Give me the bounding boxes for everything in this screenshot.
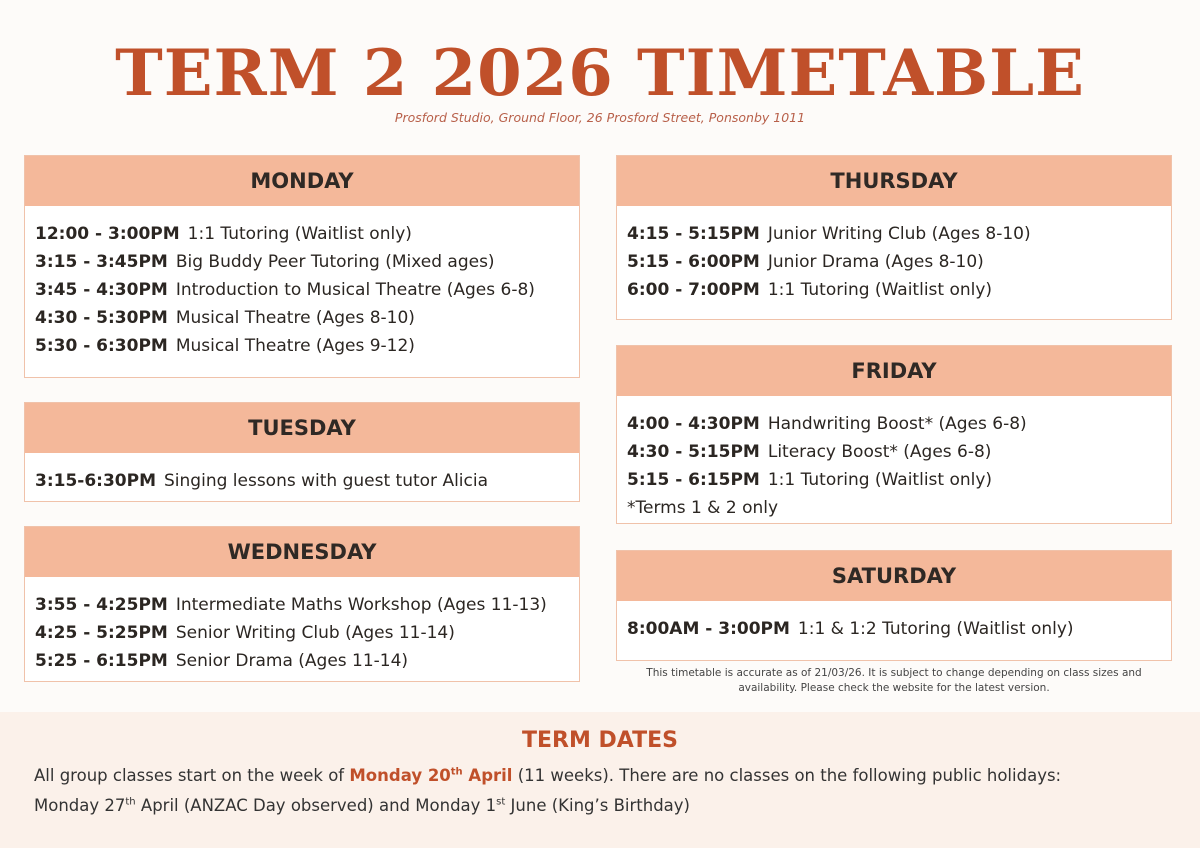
schedule-row: 3:15-6:30PM Singing lessons with guest tu… xyxy=(35,467,569,495)
term-dates-heading: TERM DATES xyxy=(522,728,678,753)
schedule-row: 12:00 - 3:00PM 1:1 Tutoring (Waitlist onl… xyxy=(35,220,569,248)
text: Monday 20 xyxy=(349,766,451,785)
class-time: 8:00AM - 3:00PM xyxy=(627,619,790,639)
day-schedule: 4:15 - 5:15PM Junior Writing Club (Ages 8… xyxy=(617,206,1171,316)
class-name: 1:1 Tutoring (Waitlist only) xyxy=(767,470,993,490)
class-time: 4:30 - 5:30PM xyxy=(35,308,168,328)
start-date: Monday 20th April xyxy=(349,766,512,785)
class-name: Big Buddy Peer Tutoring (Mixed ages) xyxy=(175,252,495,272)
day-header: FRIDAY xyxy=(617,346,1171,396)
class-name: Junior Writing Club (Ages 8-10) xyxy=(767,224,1031,244)
day-card-friday: FRIDAY 4:00 - 4:30PM Handwriting Boost* (A… xyxy=(616,345,1172,524)
schedule-row: 5:25 - 6:15PM Senior Drama (Ages 11-14) xyxy=(35,647,569,675)
class-name: Junior Drama (Ages 8-10) xyxy=(767,252,984,272)
text: Monday 27 xyxy=(34,796,126,815)
page-title: TERM 2 2026 TIMETABLE xyxy=(115,36,1085,111)
schedule-row: 4:00 - 4:30PM Handwriting Boost* (Ages 6-… xyxy=(627,410,1161,438)
schedule-row: 4:25 - 5:25PM Senior Writing Club (Ages 1… xyxy=(35,619,569,647)
class-time: 6:00 - 7:00PM xyxy=(627,280,760,300)
class-name: Introduction to Musical Theatre (Ages 6-… xyxy=(175,280,535,300)
schedule-row: 3:55 - 4:25PM Intermediate Maths Workshop… xyxy=(35,591,569,619)
schedule-row: 4:30 - 5:15PM Literacy Boost* (Ages 6-8) xyxy=(627,438,1161,466)
text: June (King’s Birthday) xyxy=(505,796,690,815)
class-time: 4:15 - 5:15PM xyxy=(627,224,760,244)
class-name: 1:1 Tutoring (Waitlist only) xyxy=(767,280,993,300)
text: st xyxy=(496,796,506,808)
day-card-tuesday: TUESDAY 3:15-6:30PM Singing lessons with g… xyxy=(24,402,580,502)
class-name: Handwriting Boost* (Ages 6-8) xyxy=(767,414,1027,434)
accuracy-note: This timetable is accurate as of 21/03/2… xyxy=(646,667,1142,694)
class-time: 4:00 - 4:30PM xyxy=(627,414,760,434)
day-schedule: 3:15-6:30PM Singing lessons with guest tu… xyxy=(25,453,579,507)
class-time: 4:25 - 5:25PM xyxy=(35,623,168,643)
day-schedule: 3:55 - 4:25PM Intermediate Maths Workshop… xyxy=(25,577,579,687)
schedule-row: 5:15 - 6:15PM 1:1 Tutoring (Waitlist only… xyxy=(627,466,1161,494)
class-time: 12:00 - 3:00PM xyxy=(35,224,180,244)
text: All group classes start on the week of xyxy=(34,766,350,785)
text: th xyxy=(450,766,463,778)
class-time: 5:25 - 6:15PM xyxy=(35,651,168,671)
schedule-row: 5:30 - 6:30PM Musical Theatre (Ages 9-12) xyxy=(35,332,569,360)
class-time: 3:45 - 4:30PM xyxy=(35,280,168,300)
schedule-row: 3:15 - 3:45PM Big Buddy Peer Tutoring (Mi… xyxy=(35,248,569,276)
class-name: Literacy Boost* (Ages 6-8) xyxy=(767,442,992,462)
class-name: Musical Theatre (Ages 9-12) xyxy=(175,336,415,356)
schedule-row: 4:30 - 5:30PM Musical Theatre (Ages 8-10) xyxy=(35,304,569,332)
address-subtitle: Prosford Studio, Ground Floor, 26 Prosfo… xyxy=(394,110,806,125)
footnote: *Terms 1 & 2 only xyxy=(627,498,779,518)
class-time: 3:55 - 4:25PM xyxy=(35,595,168,615)
class-time: 5:15 - 6:00PM xyxy=(627,252,760,272)
class-name: 1:1 Tutoring (Waitlist only) xyxy=(187,224,412,244)
class-time: 3:15-6:30PM xyxy=(35,471,157,491)
term-dates-section: TERM DATES All group classes start on th… xyxy=(0,712,1200,848)
class-time: 4:30 - 5:15PM xyxy=(627,442,760,462)
day-card-saturday: SATURDAY 8:00AM - 3:00PM 1:1 & 1:2 Tutorin… xyxy=(616,550,1172,661)
day-schedule: 8:00AM - 3:00PM 1:1 & 1:2 Tutoring (Waitl… xyxy=(617,601,1171,655)
term-dates-line-1: All group classes start on the week of M… xyxy=(34,766,1061,785)
schedule-row: 3:45 - 4:30PM Introduction to Musical The… xyxy=(35,276,569,304)
class-name: 1:1 & 1:2 Tutoring (Waitlist only) xyxy=(797,619,1074,639)
text: April (ANZAC Day observed) and Monday 1 xyxy=(135,796,497,815)
text: April xyxy=(462,766,513,785)
day-header: SATURDAY xyxy=(617,551,1171,601)
schedule-row: 5:15 - 6:00PM Junior Drama (Ages 8-10) xyxy=(627,248,1161,276)
day-header: MONDAY xyxy=(25,156,579,206)
schedule-row: 6:00 - 7:00PM 1:1 Tutoring (Waitlist only… xyxy=(627,276,1161,304)
class-time: 3:15 - 3:45PM xyxy=(35,252,168,272)
day-card-monday: MONDAY 12:00 - 3:00PM 1:1 Tutoring (Waitli… xyxy=(24,155,580,378)
day-card-thursday: THURSDAY 4:15 - 5:15PM Junior Writing Club… xyxy=(616,155,1172,320)
class-name: Musical Theatre (Ages 8-10) xyxy=(175,308,415,328)
schedule-row: 8:00AM - 3:00PM 1:1 & 1:2 Tutoring (Waitl… xyxy=(627,615,1161,643)
class-name: Singing lessons with guest tutor Alicia xyxy=(164,471,489,491)
class-time: 5:15 - 6:15PM xyxy=(627,470,760,490)
term-dates-line-2: Monday 27th April (ANZAC Day observed) a… xyxy=(34,796,690,815)
class-time: 5:30 - 6:30PM xyxy=(35,336,168,356)
text: (11 weeks). There are no classes on the … xyxy=(512,766,1062,785)
day-card-wednesday: WEDNESDAY 3:55 - 4:25PM Intermediate Maths… xyxy=(24,526,580,682)
schedule-row: 4:15 - 5:15PM Junior Writing Club (Ages 8… xyxy=(627,220,1161,248)
day-schedule: 4:00 - 4:30PM Handwriting Boost* (Ages 6-… xyxy=(617,396,1171,534)
class-name: Senior Drama (Ages 11-14) xyxy=(175,651,409,671)
day-schedule: 12:00 - 3:00PM 1:1 Tutoring (Waitlist onl… xyxy=(25,206,579,372)
text: th xyxy=(125,796,136,808)
day-header: TUESDAY xyxy=(25,403,579,453)
day-header: THURSDAY xyxy=(617,156,1171,206)
class-name: Intermediate Maths Workshop (Ages 11-13) xyxy=(175,595,547,615)
day-header: WEDNESDAY xyxy=(25,527,579,577)
class-name: Senior Writing Club (Ages 11-14) xyxy=(175,623,455,643)
